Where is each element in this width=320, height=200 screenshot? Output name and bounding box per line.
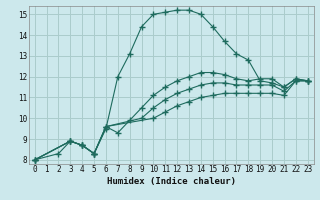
X-axis label: Humidex (Indice chaleur): Humidex (Indice chaleur) (107, 177, 236, 186)
